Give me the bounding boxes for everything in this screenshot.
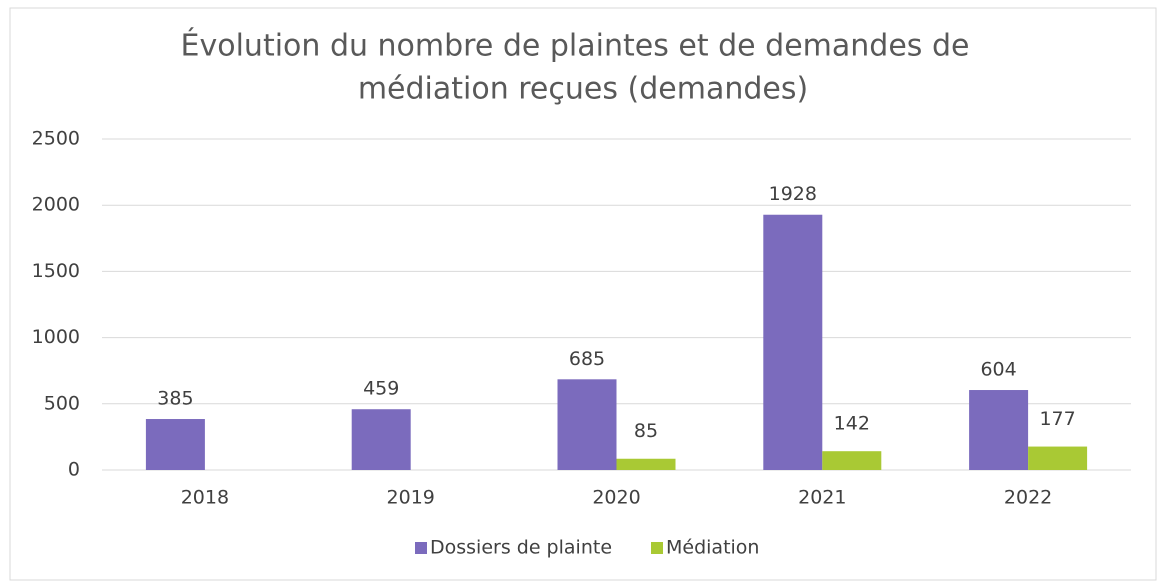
bar <box>145 419 205 470</box>
legend-swatch <box>415 542 427 554</box>
x-tick-label: 2020 <box>592 487 640 509</box>
chart-border <box>9 7 1157 581</box>
bar <box>557 379 617 470</box>
data-label: 459 <box>363 378 399 400</box>
bar <box>763 214 823 470</box>
y-tick-label: 0 <box>68 459 80 481</box>
legend-label: Dossiers de plainte <box>430 537 612 559</box>
data-label: 1928 <box>769 183 817 205</box>
y-tick-label: 500 <box>44 392 80 414</box>
x-tick-label: 2022 <box>1004 487 1052 509</box>
bar <box>822 451 882 470</box>
bar <box>351 409 411 470</box>
bar <box>969 390 1029 470</box>
bar <box>616 458 676 470</box>
data-label: 385 <box>157 388 193 410</box>
x-tick-label: 2019 <box>387 487 435 509</box>
x-tick-label: 2018 <box>181 487 229 509</box>
y-tick-label: 1500 <box>32 260 80 282</box>
data-label: 142 <box>834 413 870 435</box>
data-label: 85 <box>634 420 658 442</box>
y-tick-label: 2000 <box>32 194 80 216</box>
chart-title: médiation reçues (demandes) <box>358 72 808 107</box>
bar <box>1028 446 1088 470</box>
legend-swatch <box>651 542 663 554</box>
chart-title: Évolution du nombre de plaintes et de de… <box>181 28 970 64</box>
data-label: 177 <box>1039 408 1075 430</box>
data-label: 604 <box>980 359 1016 381</box>
legend-label: Médiation <box>666 537 759 559</box>
y-tick-label: 2500 <box>32 128 80 150</box>
y-tick-label: 1000 <box>32 326 80 348</box>
x-tick-label: 2021 <box>798 487 846 509</box>
data-label: 685 <box>569 348 605 370</box>
